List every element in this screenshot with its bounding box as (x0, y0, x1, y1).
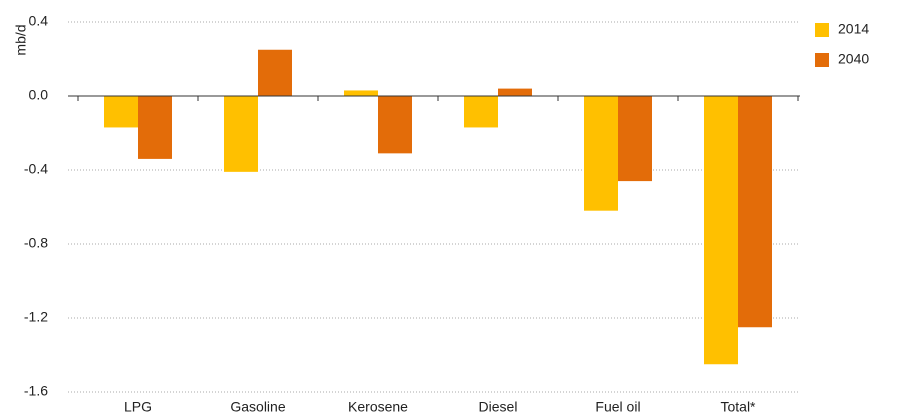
bar (738, 96, 772, 328)
y-tick-label: -0.8 (24, 235, 48, 251)
bar (704, 96, 738, 365)
bar (464, 96, 498, 128)
bar (584, 96, 618, 211)
legend-swatch (815, 23, 829, 37)
bar (258, 49, 292, 96)
bar (344, 90, 378, 96)
bar (104, 96, 138, 128)
legend-swatch (815, 53, 829, 67)
y-tick-label: -0.4 (24, 161, 48, 177)
x-tick-label: Total* (720, 399, 756, 415)
legend-label: 2040 (838, 51, 869, 67)
x-tick-label: Fuel oil (595, 399, 640, 415)
bar (138, 96, 172, 159)
legend-label: 2014 (838, 21, 869, 37)
bar (224, 96, 258, 172)
x-tick-label: Diesel (479, 399, 518, 415)
y-axis-label: mb/d (13, 24, 29, 55)
x-tick-label: Gasoline (230, 399, 285, 415)
bar (498, 88, 532, 96)
y-tick-label: 0.4 (29, 13, 49, 29)
x-tick-label: LPG (124, 399, 152, 415)
y-tick-label: -1.2 (24, 309, 48, 325)
y-tick-label: -1.6 (24, 383, 48, 399)
bar (378, 96, 412, 154)
y-tick-label: 0.0 (29, 87, 49, 103)
x-tick-label: Kerosene (348, 399, 408, 415)
bar (618, 96, 652, 182)
